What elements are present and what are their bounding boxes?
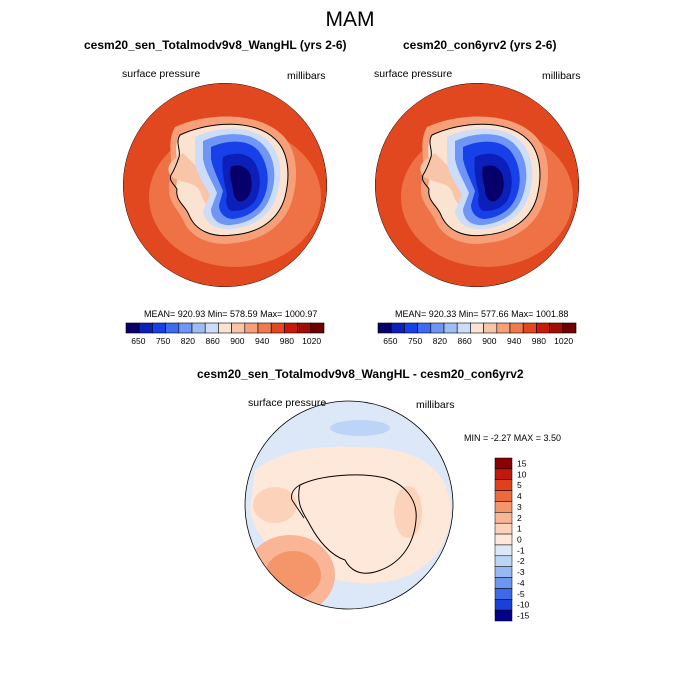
- colorbar-swatch: [257, 322, 272, 334]
- colorbar-tick-label: -2: [517, 556, 525, 566]
- colorbar-tick-label: 860: [458, 336, 472, 346]
- colorbar-tick-label: 650: [131, 336, 145, 346]
- colorbar-swatch: [494, 588, 513, 600]
- colorbar-swatch: [549, 322, 564, 334]
- colorbar-swatch: [494, 544, 513, 557]
- colorbar-swatch: [125, 322, 140, 334]
- panel2-variable-label: surface pressure: [374, 68, 453, 80]
- colorbar-swatch: [404, 322, 418, 334]
- difference-polar-map: [245, 401, 453, 609]
- colorbar-tick-label: 860: [206, 336, 220, 346]
- colorbar-swatch: [483, 322, 498, 334]
- colorbar-swatch: [494, 479, 513, 491]
- colorbar-swatch: [562, 322, 577, 334]
- colorbar-tick-label: -1: [517, 545, 525, 555]
- colorbar-tick-label: 980: [532, 336, 546, 346]
- colorbar-swatch: [494, 566, 513, 578]
- colorbar-swatch: [443, 322, 458, 334]
- colorbar-swatch: [231, 322, 246, 334]
- colorbar-swatch: [417, 322, 432, 334]
- panel1-colorbar: 650 750 820 860 900 940 980 1020: [125, 322, 325, 346]
- colorbar-tick-label: 1020: [554, 336, 573, 346]
- colorbar-swatch: [470, 322, 484, 334]
- panel1-polar-map: [123, 83, 327, 287]
- colorbar-swatch: [494, 490, 513, 502]
- colorbar-tick-label: 820: [433, 336, 447, 346]
- colorbar-swatch: [191, 322, 206, 334]
- colorbar-swatch: [165, 322, 180, 334]
- difference-title: cesm20_sen_Totalmodv9v8_WangHL - cesm20_…: [197, 367, 524, 381]
- colorbar-swatch: [297, 322, 312, 334]
- colorbar-tick-label: 980: [280, 336, 294, 346]
- colorbar-tick-label: 750: [408, 336, 422, 346]
- colorbar-tick-label: 1020: [302, 336, 321, 346]
- colorbar-swatch: [178, 322, 193, 334]
- colorbar-tick-label: 650: [383, 336, 397, 346]
- colorbar-tick-label: 4: [517, 491, 522, 501]
- colorbar-swatch: [496, 322, 511, 334]
- colorbar-swatch: [494, 457, 513, 470]
- colorbar-swatch: [377, 322, 392, 334]
- colorbar-tick-label: 940: [507, 336, 521, 346]
- difference-minmax: MIN = -2.27 MAX = 3.50: [464, 433, 562, 443]
- colorbar-tick-label: 10: [517, 469, 527, 479]
- colorbar-swatch: [522, 322, 537, 334]
- colorbar-tick-label: 0: [517, 535, 522, 545]
- colorbar-swatch: [152, 322, 166, 334]
- panel1-units-label: millibars: [287, 70, 326, 82]
- colorbar-tick-label: 900: [230, 336, 244, 346]
- colorbar-tick-label: 900: [482, 336, 496, 346]
- difference-units-label: millibars: [416, 399, 455, 411]
- colorbar-swatch: [494, 522, 513, 535]
- panel2-colorbar: 650 750 820 860 900 940 980 1020: [377, 322, 577, 346]
- colorbar-swatch: [456, 322, 471, 334]
- panel1-stats: MEAN= 920.93 Min= 578.59 Max= 1000.97: [144, 309, 318, 319]
- panel2-polar-map: [375, 83, 579, 287]
- colorbar-swatch: [284, 322, 298, 334]
- colorbar-swatch: [218, 322, 232, 334]
- colorbar-tick-label: 15: [517, 458, 527, 468]
- colorbar-tick-label: 5: [517, 480, 522, 490]
- panel2-title: cesm20_con6yrv2 (yrs 2-6): [403, 38, 557, 52]
- colorbar-tick-label: 2: [517, 513, 522, 523]
- colorbar-swatch: [138, 322, 153, 334]
- colorbar-tick-label: -10: [517, 600, 530, 610]
- colorbar-swatch: [270, 322, 285, 334]
- colorbar-tick-label: 820: [181, 336, 195, 346]
- colorbar-swatch: [509, 322, 524, 334]
- panel2-stats: MEAN= 920.33 Min= 577.66 Max= 1001.88: [395, 309, 569, 319]
- panel1-title: cesm20_sen_Totalmodv9v8_WangHL (yrs 2-6): [84, 38, 347, 52]
- colorbar-swatch: [536, 322, 550, 334]
- figure-title: MAM: [325, 8, 375, 31]
- colorbar-swatch: [494, 599, 513, 611]
- colorbar-tick-label: -3: [517, 567, 525, 577]
- colorbar-swatch: [390, 322, 405, 334]
- colorbar-tick-label: -5: [517, 589, 525, 599]
- colorbar-swatch: [494, 533, 513, 546]
- colorbar-tick-label: 940: [255, 336, 269, 346]
- colorbar-tick-label: 3: [517, 502, 522, 512]
- colorbar-swatch: [494, 512, 513, 524]
- colorbar-swatch: [430, 322, 445, 334]
- colorbar-swatch: [244, 322, 259, 334]
- colorbar-tick-label: 750: [156, 336, 170, 346]
- panel2-units-label: millibars: [542, 70, 581, 82]
- colorbar-swatch: [494, 501, 513, 513]
- colorbar-swatch: [494, 555, 513, 567]
- colorbar-swatch: [204, 322, 219, 334]
- panel1-variable-label: surface pressure: [122, 68, 201, 80]
- colorbar-swatch: [494, 468, 513, 480]
- colorbar-tick-label: -4: [517, 578, 525, 588]
- colorbar-swatch: [310, 322, 325, 334]
- colorbar-swatch: [494, 609, 513, 622]
- colorbar-swatch: [494, 577, 513, 589]
- colorbar-tick-label: 1: [517, 524, 522, 534]
- colorbar-tick-label: -15: [517, 611, 530, 621]
- difference-variable-label: surface pressure: [248, 397, 327, 409]
